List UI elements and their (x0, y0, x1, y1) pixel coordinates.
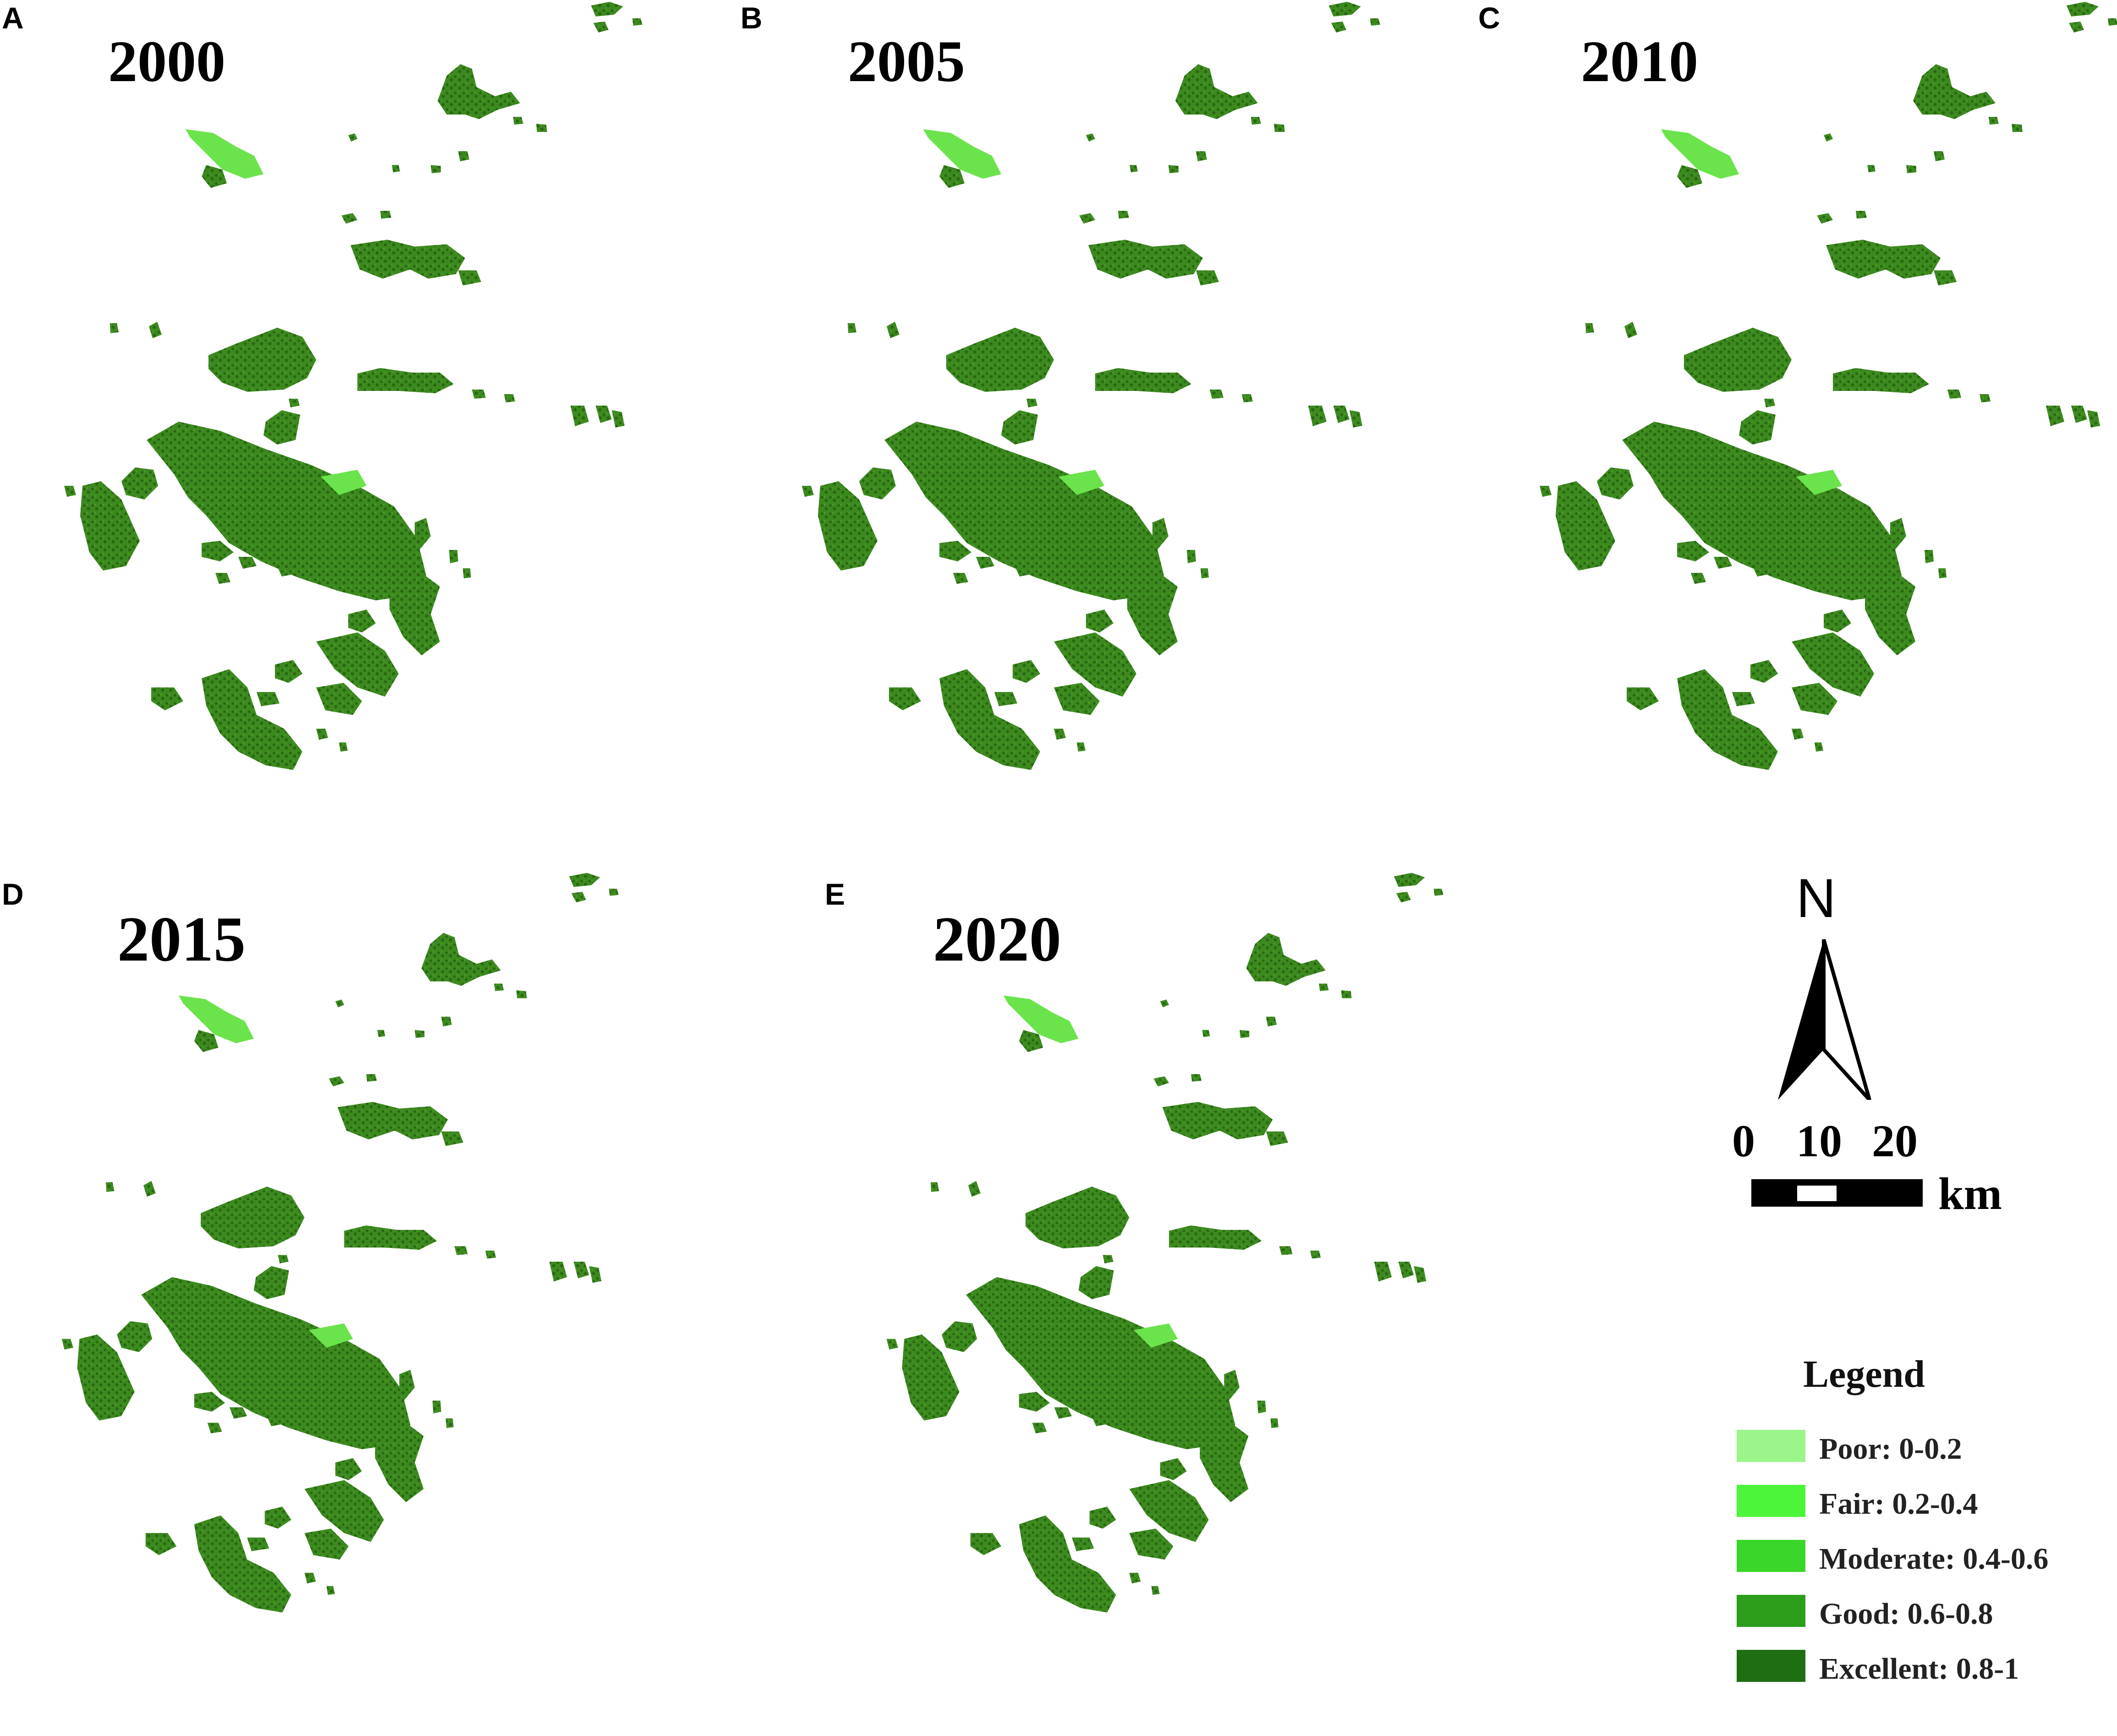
island-map (61, 873, 619, 1613)
year-label: 2015 (117, 904, 246, 975)
legend-swatch (1737, 1650, 1805, 1682)
north-arrow-and-scale: N 0 10 20 km (1732, 871, 2053, 1237)
island-map (886, 873, 1444, 1613)
legend-swatch (1737, 1430, 1805, 1462)
legend-label: Good: 0.6-0.8 (1819, 1597, 1993, 1631)
legend-label: Moderate: 0.4-0.6 (1819, 1542, 2049, 1576)
legend-item-fair: Fair: 0.2-0.4 (1737, 1485, 2112, 1521)
scale-unit: km (1938, 1168, 2002, 1219)
panel-letter: D (2, 877, 24, 911)
map-panel-c: C 2010 (1475, 0, 2117, 793)
scale-bar (1751, 1179, 1923, 1207)
year-label: 2020 (933, 904, 1061, 975)
panel-letter: B (740, 1, 762, 35)
legend-label: Poor: 0-0.2 (1819, 1432, 1962, 1466)
scale-tick-0: 0 (1732, 1115, 1755, 1166)
map-panel-e: E 2020 (825, 871, 1540, 1723)
north-arrow-icon (1778, 939, 1871, 1100)
map-panel-d: D 2015 (0, 871, 715, 1723)
legend-swatch (1737, 1485, 1805, 1517)
panel-letter: C (1478, 1, 1500, 35)
legend-label: Fair: 0.2-0.4 (1819, 1487, 1978, 1521)
scale-tick-20: 20 (1872, 1115, 1918, 1166)
year-label: 2005 (848, 29, 965, 94)
legend-item-good: Good: 0.6-0.8 (1737, 1595, 2112, 1631)
legend-swatch (1737, 1595, 1805, 1627)
legend-label: Excellent: 0.8-1 (1819, 1652, 2019, 1686)
legend-item-moderate: Moderate: 0.4-0.6 (1737, 1540, 2112, 1576)
map-panel-a: A 2000 (0, 0, 742, 793)
map-panel-b: B 2005 (738, 0, 1480, 793)
panel-letter: E (825, 877, 845, 911)
scale-tick-10: 10 (1796, 1115, 1842, 1166)
island-map (64, 2, 642, 770)
legend-title: Legend (1803, 1353, 1925, 1395)
island-map (802, 2, 1380, 770)
north-label: N (1796, 868, 1836, 929)
legend-item-poor: Poor: 0-0.2 (1737, 1430, 2112, 1466)
year-label: 2010 (1581, 29, 1698, 94)
island-map (1540, 2, 2117, 770)
legend-swatch (1737, 1540, 1805, 1572)
year-label: 2000 (108, 29, 225, 94)
legend-item-excellent: Excellent: 0.8-1 (1737, 1650, 2112, 1686)
panel-letter: A (2, 1, 24, 35)
